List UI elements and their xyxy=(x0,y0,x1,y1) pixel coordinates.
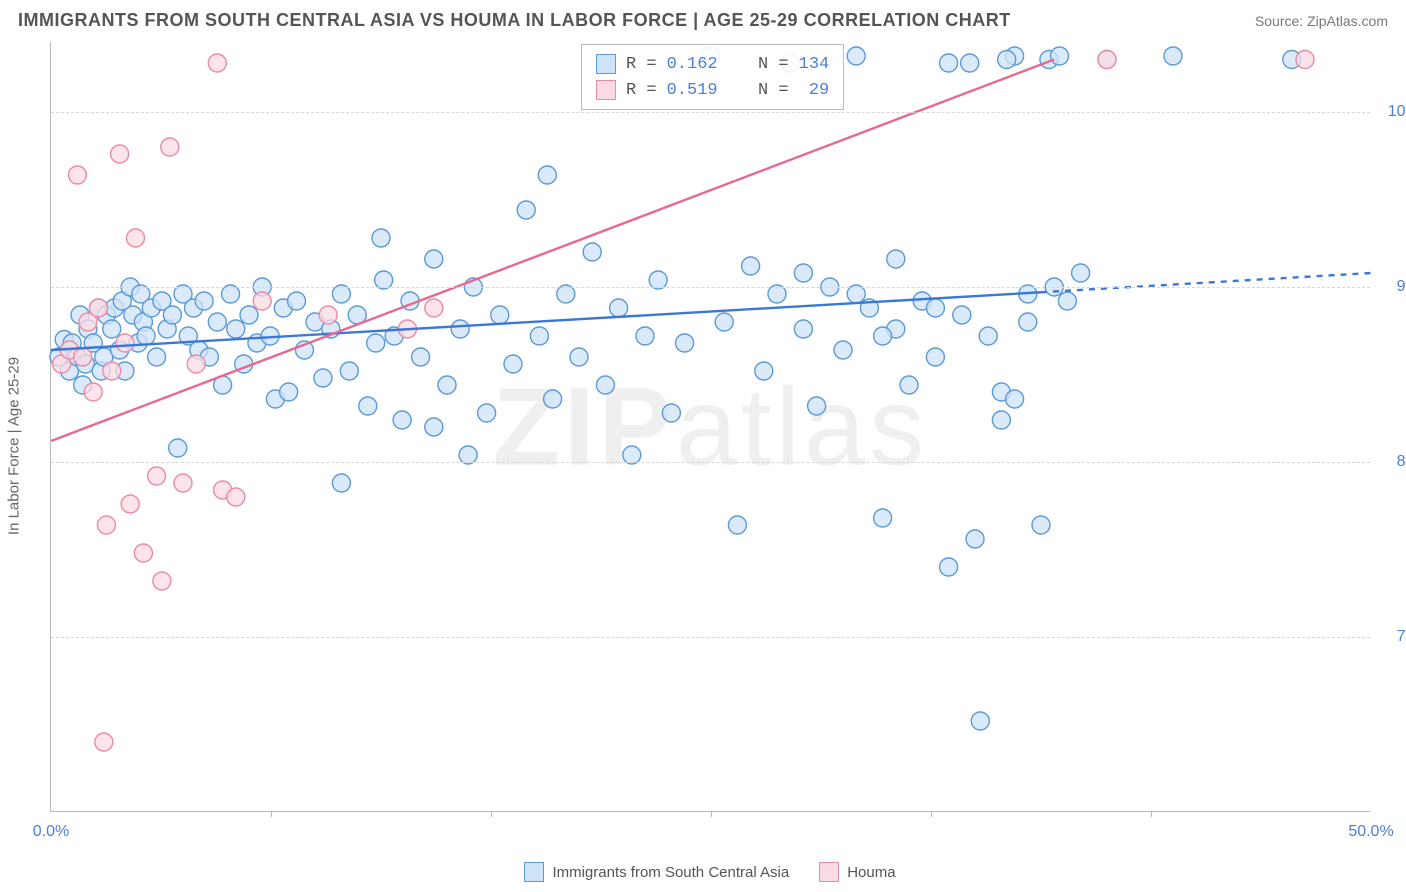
source-label: Source: ZipAtlas.com xyxy=(1255,13,1388,29)
title-bar: IMMIGRANTS FROM SOUTH CENTRAL ASIA VS HO… xyxy=(18,10,1388,31)
legend-item: Immigrants from South Central Asia xyxy=(524,862,789,882)
x-minor-tick xyxy=(271,811,272,817)
legend-swatch xyxy=(819,862,839,882)
legend-label: Houma xyxy=(847,864,895,881)
y-tick-label: 80.0% xyxy=(1378,453,1406,471)
x-minor-tick xyxy=(1151,811,1152,817)
x-minor-tick xyxy=(491,811,492,817)
x-minor-tick xyxy=(931,811,932,817)
y-tick-label: 70.0% xyxy=(1378,628,1406,646)
stats-row: R =0.162 N =134 xyxy=(596,51,829,77)
legend-label: Immigrants from South Central Asia xyxy=(552,864,789,881)
bottom-legend: Immigrants from South Central Asia Houma xyxy=(50,862,1370,882)
legend-swatch xyxy=(524,862,544,882)
y-tick-label: 90.0% xyxy=(1378,278,1406,296)
y-axis-label: In Labor Force | Age 25-29 xyxy=(6,357,23,535)
chart-svg xyxy=(51,42,1370,811)
grid-line-h xyxy=(51,637,1370,638)
stats-row: R =0.519 N = 29 xyxy=(596,77,829,103)
x-minor-tick xyxy=(711,811,712,817)
legend-swatch xyxy=(596,80,616,100)
grid-line-h xyxy=(51,112,1370,113)
plot-area: ZIPatlas R =0.162 N =134R =0.519 N = 29 … xyxy=(50,42,1370,812)
x-tick-label: 50.0% xyxy=(1348,823,1393,841)
grid-line-h xyxy=(51,462,1370,463)
grid-line-h xyxy=(51,287,1370,288)
x-tick-label: 0.0% xyxy=(33,823,69,841)
chart-title: IMMIGRANTS FROM SOUTH CENTRAL ASIA VS HO… xyxy=(18,10,1011,31)
legend-item: Houma xyxy=(819,862,895,882)
legend-swatch xyxy=(596,54,616,74)
stats-legend: R =0.162 N =134R =0.519 N = 29 xyxy=(581,44,844,110)
y-tick-label: 100.0% xyxy=(1378,103,1406,121)
